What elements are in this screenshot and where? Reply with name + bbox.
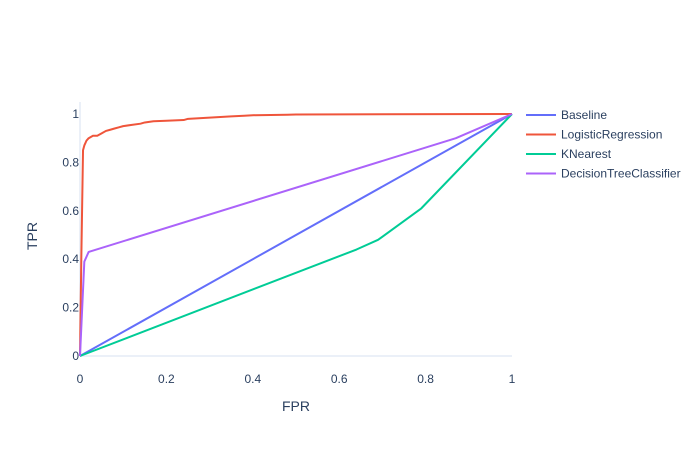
series-line-knearest (79, 113, 513, 357)
legend-label: LogisticRegression (561, 128, 662, 142)
y-axis-title: TPR (24, 222, 40, 250)
y-tick-label: 0.2 (62, 301, 79, 315)
legend-label: Baseline (561, 108, 607, 122)
x-tick-label: 0.6 (331, 372, 348, 386)
legend-item-decisiontreeclassifier[interactable]: DecisionTreeClassifier (526, 167, 681, 181)
y-tick-label: 0 (72, 349, 79, 363)
x-tick-label: 0.4 (244, 372, 261, 386)
x-tick-label: 0 (77, 372, 84, 386)
legend-item-baseline[interactable]: Baseline (526, 108, 607, 122)
plot-lines (79, 113, 513, 357)
x-tick-label: 1 (509, 372, 516, 386)
y-tick-label: 0.6 (62, 204, 79, 218)
y-tick-label: 0.8 (62, 155, 79, 169)
legend: Baseline LogisticRegression KNearest Decisi… (526, 108, 681, 181)
x-tick-label: 0.2 (158, 372, 175, 386)
x-axis-title: FPR (282, 398, 310, 414)
legend-item-knearest[interactable]: KNearest (526, 147, 612, 161)
series-line-logisticregression (79, 113, 513, 357)
legend-label: DecisionTreeClassifier (561, 167, 681, 181)
legend-label: KNearest (561, 147, 612, 161)
y-tick-label: 0.4 (62, 252, 79, 266)
series-line-decisiontreeclassifier (79, 113, 513, 357)
x-tick-labels: 0 0.2 0.4 0.6 0.8 1 (77, 372, 516, 386)
x-tick-label: 0.8 (417, 372, 434, 386)
y-tick-labels: 0 0.2 0.4 0.6 0.8 1 (62, 107, 79, 363)
series-line-baseline (79, 113, 513, 357)
legend-item-logisticregression[interactable]: LogisticRegression (526, 128, 662, 142)
y-tick-label: 1 (72, 107, 79, 121)
